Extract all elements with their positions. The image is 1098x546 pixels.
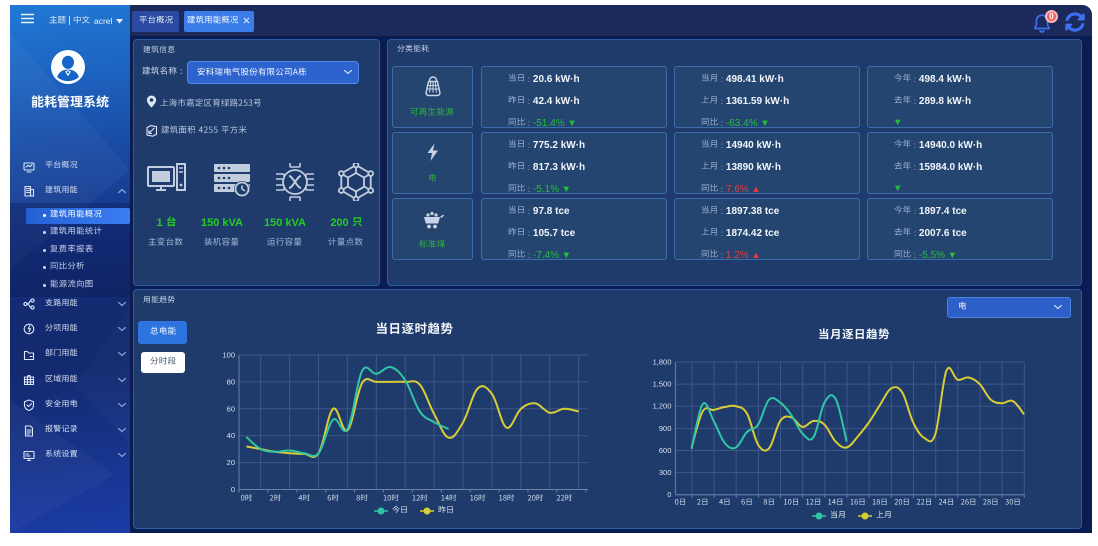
svg-text:600: 600 bbox=[659, 446, 672, 455]
svg-text:0: 0 bbox=[667, 490, 671, 499]
svg-text:1,200: 1,200 bbox=[653, 402, 672, 411]
svg-text:20: 20 bbox=[227, 458, 235, 467]
svg-text:80: 80 bbox=[227, 377, 235, 386]
svg-text:60: 60 bbox=[227, 404, 235, 413]
svg-text:1,500: 1,500 bbox=[653, 380, 672, 389]
svg-text:40: 40 bbox=[227, 431, 235, 440]
svg-text:300: 300 bbox=[659, 468, 672, 477]
svg-text:1,800: 1,800 bbox=[653, 358, 672, 367]
svg-text:0: 0 bbox=[231, 485, 235, 494]
svg-text:100: 100 bbox=[222, 351, 235, 360]
svg-text:900: 900 bbox=[659, 424, 672, 433]
